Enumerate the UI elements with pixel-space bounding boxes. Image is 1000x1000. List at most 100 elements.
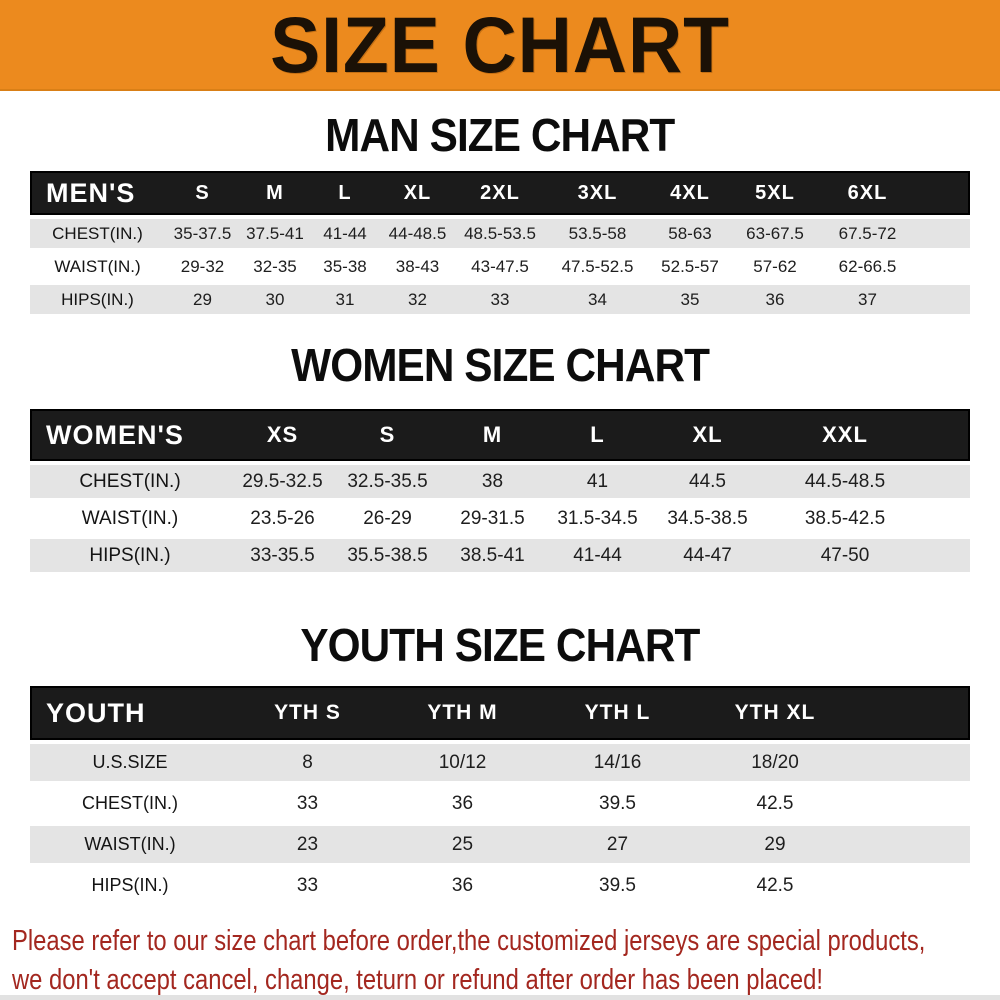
measurement-row: HIPS(IN.) 33-35.5 35.5-38.5 38.5-41 41-44 44-…	[30, 539, 970, 572]
size-value-cell: 23	[230, 826, 385, 863]
row-filler	[855, 867, 970, 904]
row-label: HIPS(IN.)	[30, 867, 230, 904]
header-filler	[855, 686, 970, 740]
size-value-cell: 39.5	[540, 785, 695, 822]
row-filler	[915, 219, 970, 248]
man-section-heading: MAN SIZE CHART	[30, 112, 970, 158]
row-label: HIPS(IN.)	[30, 539, 230, 572]
corner-label: YOUTH	[30, 686, 230, 740]
size-column-header: 2XL	[455, 171, 545, 215]
banner-title: SIZE CHART	[270, 0, 730, 89]
row-filler	[855, 785, 970, 822]
size-value-cell: 36	[385, 867, 540, 904]
size-value-cell: 37	[820, 285, 915, 314]
youth-size-table: YOUTH YTH S YTH M YTH L YTH XL U.S.SIZE 8 10/12…	[30, 682, 970, 908]
women-size-section: WOMEN SIZE CHART WOMEN'S XS S M L XL XXL CHEST(…	[30, 342, 970, 576]
size-value-cell: 41-44	[310, 219, 380, 248]
size-value-cell: 38-43	[380, 252, 455, 281]
youth-section-heading: YOUTH SIZE CHART	[30, 622, 970, 668]
size-column-header: 5XL	[730, 171, 820, 215]
size-value-cell: 47.5-52.5	[545, 252, 650, 281]
measurement-row: CHEST(IN.) 33 36 39.5 42.5	[30, 785, 970, 822]
row-filler	[925, 465, 970, 498]
measurement-row: WAIST(IN.) 29-32 32-35 35-38 38-43 43-47.5 47.…	[30, 252, 970, 281]
size-value-cell: 36	[385, 785, 540, 822]
size-value-cell: 33-35.5	[230, 539, 335, 572]
size-column-header: YTH XL	[695, 686, 855, 740]
size-column-header: XS	[230, 409, 335, 461]
size-column-header: L	[310, 171, 380, 215]
row-filler	[915, 285, 970, 314]
size-header-row: WOMEN'S XS S M L XL XXL	[30, 409, 970, 461]
row-label: WAIST(IN.)	[30, 252, 165, 281]
size-value-cell: 27	[540, 826, 695, 863]
row-label: U.S.SIZE	[30, 744, 230, 781]
measurement-row: HIPS(IN.) 33 36 39.5 42.5	[30, 867, 970, 904]
size-value-cell: 29-32	[165, 252, 240, 281]
measurement-row: WAIST(IN.) 23 25 27 29	[30, 826, 970, 863]
measurement-row: CHEST(IN.) 35-37.5 37.5-41 41-44 44-48.5 48.5…	[30, 219, 970, 248]
size-column-header: 4XL	[650, 171, 730, 215]
size-value-cell: 33	[230, 867, 385, 904]
size-value-cell: 31.5-34.5	[545, 502, 650, 535]
youth-size-section: YOUTH SIZE CHART YOUTH YTH S YTH M YTH L YTH…	[30, 622, 970, 908]
size-value-cell: 32.5-35.5	[335, 465, 440, 498]
size-column-header: XL	[380, 171, 455, 215]
size-value-cell: 32	[380, 285, 455, 314]
measurement-row: WAIST(IN.) 23.5-26 26-29 29-31.5 31.5-34.5 34…	[30, 502, 970, 535]
row-filler	[925, 539, 970, 572]
measurement-row: U.S.SIZE 8 10/12 14/16 18/20	[30, 744, 970, 781]
row-label: WAIST(IN.)	[30, 826, 230, 863]
disclaimer-line-2: we don't accept cancel, change, teturn o…	[12, 964, 823, 996]
size-value-cell: 67.5-72	[820, 219, 915, 248]
size-value-cell: 63-67.5	[730, 219, 820, 248]
size-value-cell: 37.5-41	[240, 219, 310, 248]
womens-size-table: WOMEN'S XS S M L XL XXL CHEST(IN.) 29.5-32.5 32.5…	[30, 405, 970, 576]
disclaimer-line-1: Please refer to our size chart before or…	[12, 925, 926, 957]
size-chart-banner: SIZE CHART	[0, 0, 1000, 91]
size-value-cell: 14/16	[540, 744, 695, 781]
size-value-cell: 38.5-42.5	[765, 502, 925, 535]
row-label: CHEST(IN.)	[30, 785, 230, 822]
size-value-cell: 33	[230, 785, 385, 822]
size-value-cell: 25	[385, 826, 540, 863]
size-value-cell: 8	[230, 744, 385, 781]
row-label: CHEST(IN.)	[30, 465, 230, 498]
size-value-cell: 29	[695, 826, 855, 863]
header-filler	[915, 171, 970, 215]
size-value-cell: 62-66.5	[820, 252, 915, 281]
size-column-header: YTH M	[385, 686, 540, 740]
size-value-cell: 29.5-32.5	[230, 465, 335, 498]
size-value-cell: 33	[455, 285, 545, 314]
size-value-cell: 30	[240, 285, 310, 314]
size-value-cell: 58-63	[650, 219, 730, 248]
size-value-cell: 44-47	[650, 539, 765, 572]
order-disclaimer: Please refer to our size chart before or…	[0, 922, 1000, 1000]
women-section-heading: WOMEN SIZE CHART	[30, 342, 970, 388]
size-column-header: 6XL	[820, 171, 915, 215]
measurement-row: CHEST(IN.) 29.5-32.5 32.5-35.5 38 41 44.5 44.5…	[30, 465, 970, 498]
size-value-cell: 39.5	[540, 867, 695, 904]
size-value-cell: 47-50	[765, 539, 925, 572]
size-value-cell: 44.5	[650, 465, 765, 498]
women-heading-text: WOMEN SIZE CHART	[291, 339, 710, 391]
size-column-header: L	[545, 409, 650, 461]
row-filler	[925, 502, 970, 535]
size-value-cell: 53.5-58	[545, 219, 650, 248]
size-value-cell: 10/12	[385, 744, 540, 781]
size-value-cell: 43-47.5	[455, 252, 545, 281]
row-filler	[855, 826, 970, 863]
size-value-cell: 52.5-57	[650, 252, 730, 281]
size-value-cell: 23.5-26	[230, 502, 335, 535]
size-value-cell: 35.5-38.5	[335, 539, 440, 572]
man-heading-text: MAN SIZE CHART	[325, 109, 675, 161]
row-label: HIPS(IN.)	[30, 285, 165, 314]
man-size-section: MAN SIZE CHART MEN'S S M L XL 2XL 3XL 4XL 5XL 6XL…	[30, 112, 970, 318]
row-label: CHEST(IN.)	[30, 219, 165, 248]
youth-heading-text: YOUTH SIZE CHART	[300, 619, 700, 671]
size-value-cell: 34.5-38.5	[650, 502, 765, 535]
size-column-header: XXL	[765, 409, 925, 461]
bottom-edge-strip	[0, 995, 1000, 1000]
size-value-cell: 44-48.5	[380, 219, 455, 248]
size-value-cell: 44.5-48.5	[765, 465, 925, 498]
